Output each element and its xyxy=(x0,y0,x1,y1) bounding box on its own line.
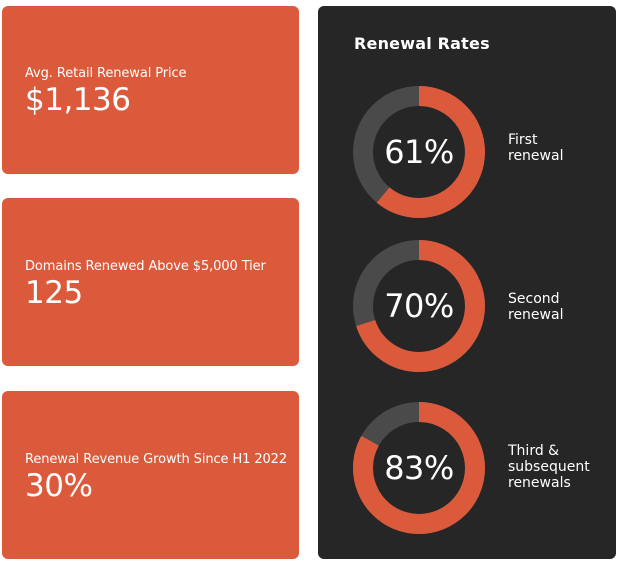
second-renewal-ring xyxy=(353,240,485,372)
avg-renewal-price-label: Avg. Retail Renewal Price xyxy=(25,66,187,81)
first-renewal-label: First renewal xyxy=(508,132,563,164)
avg-renewal-price-value: $1,136 xyxy=(25,82,131,118)
first-renewal-label-line1: First xyxy=(508,132,538,148)
third-renewal-label: Third & subsequent renewals xyxy=(508,443,590,491)
renewal-rates-panel: Renewal Rates 61% First renewal 70% Seco… xyxy=(318,6,616,559)
third-renewal-gauge: 83% xyxy=(352,401,486,535)
domains-above-tier-card: Domains Renewed Above $5,000 Tier 125 xyxy=(2,198,299,366)
domains-above-tier-value: 125 xyxy=(25,275,83,311)
third-renewal-value: 83% xyxy=(384,449,454,487)
renewal-revenue-growth-card: Renewal Revenue Growth Since H1 2022 30% xyxy=(2,391,299,559)
first-renewal-value: 61% xyxy=(384,133,454,171)
second-renewal-label-line1: Second xyxy=(508,291,560,307)
third-renewal-ring xyxy=(353,402,485,534)
renewal-revenue-growth-label: Renewal Revenue Growth Since H1 2022 xyxy=(25,452,288,467)
second-renewal-label-line2: renewal xyxy=(508,307,564,323)
first-renewal-ring-fill xyxy=(353,86,485,218)
renewal-rates-title: Renewal Rates xyxy=(354,34,490,53)
second-renewal-gauge: 70% xyxy=(352,239,486,373)
third-renewal-label-line1: Third & xyxy=(508,443,560,459)
avg-renewal-price-card: Avg. Retail Renewal Price $1,136 xyxy=(2,6,299,174)
third-renewal-label-line2: subsequent xyxy=(508,459,590,475)
second-renewal-label: Second renewal xyxy=(508,291,563,323)
renewal-revenue-growth-value: 30% xyxy=(25,468,93,504)
first-renewal-gauge: 61% xyxy=(352,85,486,219)
first-renewal-label-line2: renewal xyxy=(508,148,564,164)
third-renewal-label-line3: renewals xyxy=(508,475,571,491)
third-renewal-ring-fill xyxy=(353,402,485,534)
second-renewal-ring-fill xyxy=(353,240,485,372)
domains-above-tier-label: Domains Renewed Above $5,000 Tier xyxy=(25,259,266,274)
second-renewal-value: 70% xyxy=(384,287,454,325)
first-renewal-ring xyxy=(353,86,485,218)
